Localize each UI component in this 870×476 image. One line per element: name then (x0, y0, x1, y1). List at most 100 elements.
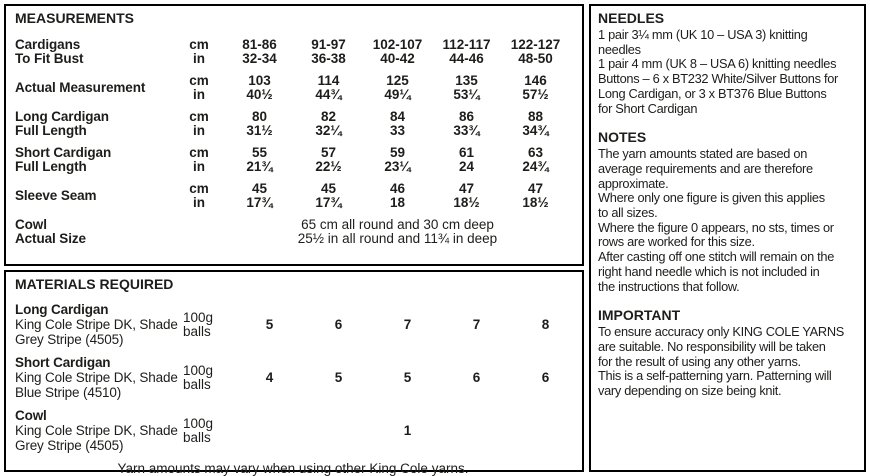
value-cm: 114 (317, 73, 340, 88)
value-cm: 122-127 (510, 37, 561, 52)
value-cm: 55 (251, 145, 268, 160)
measurements-section: MEASUREMENTS Cardigans To Fit Bust cm in 81-… (4, 4, 584, 266)
value-in: 18½ (522, 195, 549, 210)
value-cm: 45 (251, 181, 268, 196)
text-line: needles (598, 41, 641, 57)
value-cm: 80 (251, 109, 268, 124)
measurement-label-line2: Full Length (15, 159, 87, 174)
measurement-value-size-4: 86 33¾ (432, 110, 501, 138)
material-name: Cowl (15, 408, 47, 423)
unit-cm: cm (189, 181, 209, 196)
measurement-row: Short Cardigan Full Length cm in 55 21¾ 57 22½ 5… (15, 146, 582, 174)
value-in: 17¾ (246, 195, 273, 210)
value-in: 24 (458, 159, 475, 174)
material-value-size-2 (304, 408, 373, 453)
measurement-value-size-4: 47 18½ (432, 182, 501, 210)
measurement-value-size-4: 135 53¼ (432, 74, 501, 102)
material-value-size-3: 5 (403, 370, 412, 385)
value-cm: 91-97 (311, 37, 346, 52)
measurement-value-size-5: 63 24¾ (501, 146, 570, 174)
value-cm: 47 (527, 181, 544, 196)
value-cm: 135 (455, 73, 478, 88)
value-cm: 84 (389, 109, 406, 124)
material-value-size-5: 8 (541, 317, 550, 332)
value-in: 21¾ (246, 159, 273, 174)
measurement-row: Long Cardigan Full Length cm in 80 31½ 82 32¼ 84… (15, 110, 582, 138)
value-in: 32¼ (315, 123, 342, 138)
value-in: 31½ (246, 123, 273, 138)
important-title: IMPORTANT (598, 307, 681, 324)
measurement-row: Actual Measurement cm in 103 40½ 114 44¾ 125 49¼… (15, 74, 582, 102)
material-value-size-1 (235, 408, 304, 453)
value-cm: 103 (248, 73, 271, 88)
value-in: 17¾ (315, 195, 342, 210)
measurement-units: cm in (173, 74, 225, 102)
measurement-label-line1: Cardigans (15, 37, 81, 52)
value-in: 40½ (246, 87, 273, 102)
value-in: 18½ (453, 195, 480, 210)
measurement-label-line2: Full Length (15, 123, 87, 138)
measurement-units: cm in (173, 38, 225, 66)
measurement-value-size-5: 146 57½ (501, 74, 570, 102)
measurement-value-size-4: 61 24 (432, 146, 501, 174)
material-label: Short Cardigan King Cole Stripe DK, Shade… (15, 355, 183, 400)
material-value-size-4 (442, 408, 511, 453)
text-line: This is a self-patterning yarn. Patterni… (598, 368, 832, 384)
text-line: right hand needle which is not included … (598, 263, 820, 279)
unit-in: in (193, 159, 205, 174)
text-line: approximate. (598, 175, 669, 191)
material-unit: 100g balls (183, 355, 235, 400)
unit-in: in (193, 123, 205, 138)
measurement-value-size-2: 45 17¾ (294, 182, 363, 210)
material-value-size-5 (511, 408, 580, 453)
measurement-value-size-4: 112-117 44-46 (432, 38, 501, 66)
value-cm: 45 (320, 181, 337, 196)
material-desc-line1: King Cole Stripe DK, Shade (15, 423, 178, 438)
value-in: 24¾ (522, 159, 549, 174)
measurement-value-size-1: 81-86 32-34 (225, 38, 294, 66)
measurement-value-size-2: 114 44¾ (294, 74, 363, 102)
text-line: Where only one figure is given this appl… (598, 190, 825, 206)
text-line: To ensure accuracy only KING COLE YARNS (598, 324, 844, 340)
measurement-value-size-1: 45 17¾ (225, 182, 294, 210)
needles-subsection: NEEDLES 1 pair 3¼ mm (UK 10 – USA 3) kni… (598, 11, 857, 116)
material-value-size-5: 6 (541, 370, 550, 385)
value-cm: 82 (320, 109, 337, 124)
notes-text: The yarn amounts stated are based on aver… (598, 147, 857, 294)
value-cm: 88 (527, 109, 544, 124)
value-cm: 102-107 (372, 37, 423, 52)
text-line: The yarn amounts stated are based on (598, 146, 808, 162)
value-cm: 61 (458, 145, 475, 160)
measurement-label: Short Cardigan Full Length (15, 146, 173, 174)
cowl-value-in: 25½ in all round and 11¾ in deep (297, 231, 498, 246)
text-line: Where the figure 0 appears, no sts, time… (598, 219, 834, 235)
value-in: 33 (389, 123, 406, 138)
unit-weight: 100g (183, 309, 214, 325)
important-subsection: IMPORTANT To ensure accuracy only KING C… (598, 308, 857, 399)
value-cm: 63 (527, 145, 544, 160)
measurement-row: Cardigans To Fit Bust cm in 81-86 32-34 91-97 3… (15, 38, 582, 66)
text-line: Long Cardigan, or 3 x BT376 Blue Buttons (598, 85, 827, 101)
unit-balls: balls (183, 376, 211, 392)
material-value-size-1: 4 (265, 370, 274, 385)
cowl-label: Cowl Actual Size (15, 218, 173, 246)
value-in: 53¼ (453, 87, 480, 102)
cowl-value-cm: 65 cm all round and 30 cm deep (301, 217, 494, 232)
text-line: After casting off one stitch will remain… (598, 249, 835, 265)
unit-in: in (193, 51, 205, 66)
text-line: average requirements and are therefore (598, 160, 813, 176)
unit-cm: cm (189, 145, 209, 160)
material-desc-line1: King Cole Stripe DK, Shade (15, 317, 178, 332)
measurement-label-line1: Sleeve Seam (15, 188, 97, 203)
material-row: Long Cardigan King Cole Stripe DK, Shade G… (15, 302, 582, 347)
measurement-label-line2: To Fit Bust (15, 51, 84, 66)
measurement-label-line1: Long Cardigan (15, 109, 109, 124)
text-line: 1 pair 4 mm (UK 8 – USA 6) knitting need… (598, 56, 837, 72)
important-text: To ensure accuracy only KING COLE YARNS a… (598, 325, 857, 399)
material-row: Cowl King Cole Stripe DK, Shade Grey Strip… (15, 408, 582, 453)
value-in: 34¾ (522, 123, 549, 138)
materials-table: Long Cardigan King Cole Stripe DK, Shade G… (15, 302, 582, 453)
text-line: rows are worked for this size. (598, 234, 755, 250)
text-line: Buttons – 6 x BT232 White/Silver Buttons… (598, 71, 839, 87)
